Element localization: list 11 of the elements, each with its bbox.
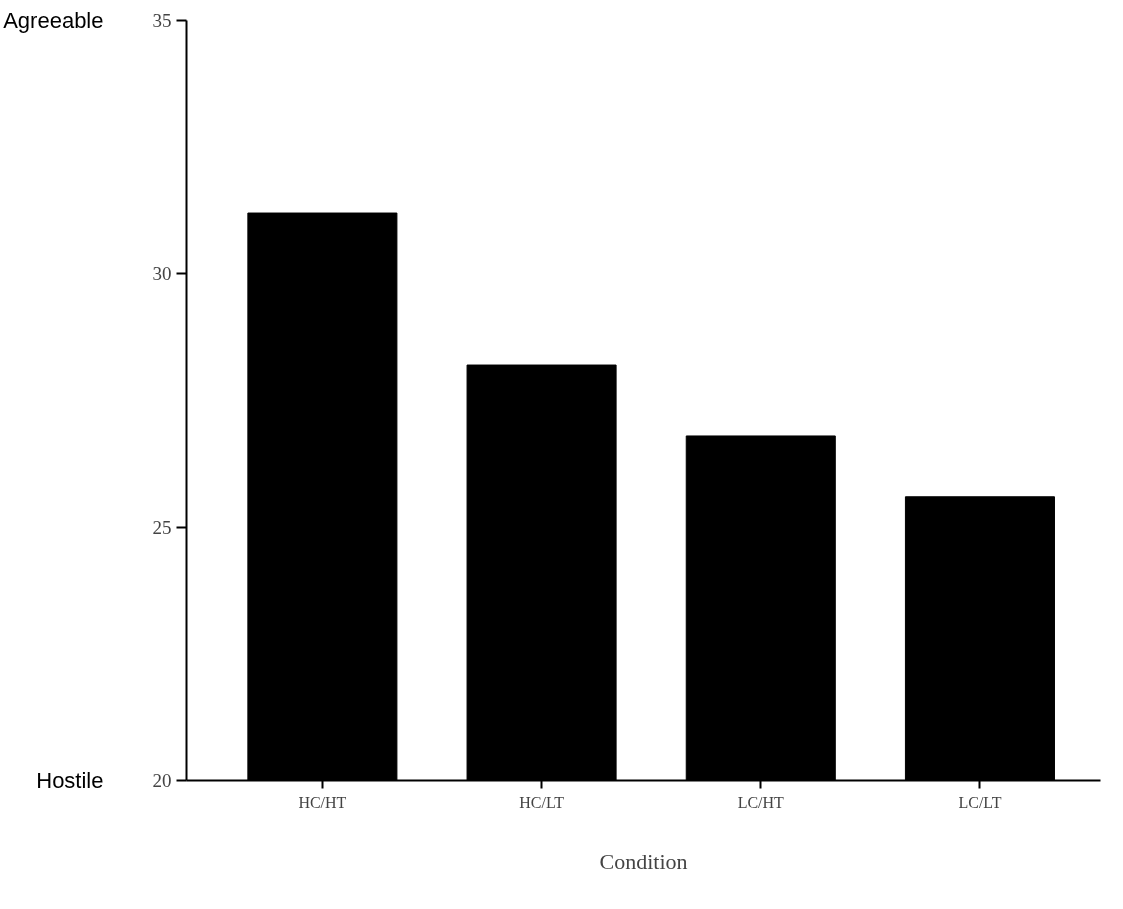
y-tick-label: 25 bbox=[152, 516, 172, 538]
text: Agreeable bbox=[3, 8, 104, 33]
y-tick-label: 30 bbox=[152, 263, 172, 285]
x-tick-label: LC/LT bbox=[958, 793, 1002, 811]
y-tick-label: 20 bbox=[152, 770, 172, 791]
x-tick-label: HC/HT bbox=[298, 793, 347, 811]
x-tick-label: LC/HT bbox=[737, 793, 785, 811]
y-tick-label: 35 bbox=[152, 10, 172, 31]
text: Hostile bbox=[36, 768, 104, 793]
x-tick-label: HC/LT bbox=[519, 793, 565, 811]
x-axis-title: Condition bbox=[599, 848, 688, 874]
